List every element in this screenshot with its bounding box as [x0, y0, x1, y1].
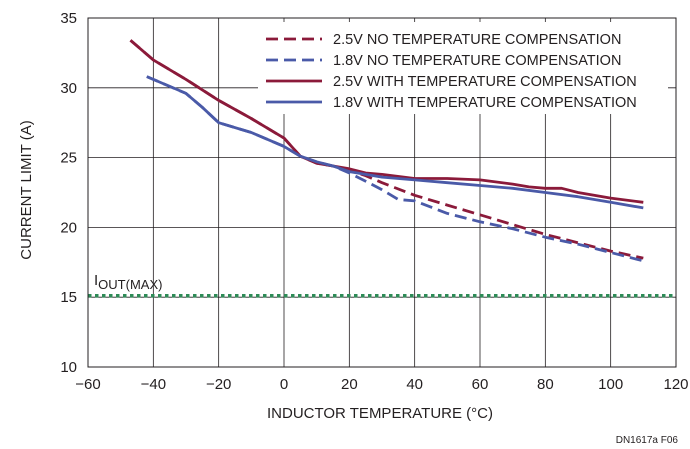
x-tick-label: 0	[280, 376, 288, 393]
figure-code: DN1617a F06	[616, 435, 679, 446]
y-tick-labels: 10 15 20 25 30 35	[60, 10, 77, 376]
series-line-3	[146, 75, 644, 210]
plot-frame	[87, 17, 677, 368]
y-tick-label: 20	[60, 219, 77, 236]
reference-line-label-main: I	[94, 272, 98, 289]
legend-label-0: 2.5V NO TEMPERATURE COMPENSATION	[333, 32, 621, 48]
y-tick-label: 35	[60, 10, 77, 27]
legend-background	[258, 22, 668, 114]
x-tick-label: −20	[206, 376, 231, 393]
x-tick-label: 100	[598, 376, 623, 393]
y-tick-label: 30	[60, 80, 77, 97]
x-tick-label: −40	[141, 376, 166, 393]
series-line-2	[129, 39, 644, 204]
reference-line-label-subscript: OUT(MAX)	[98, 277, 162, 292]
y-tick-label: 15	[60, 289, 77, 306]
x-tick-label: 40	[406, 376, 423, 393]
y-tick-label: 25	[60, 150, 77, 167]
x-tick-label: 60	[472, 376, 489, 393]
x-tick-label: 120	[663, 376, 688, 393]
reference-line-label: IOUT(MAX)	[94, 272, 162, 292]
legend-label-3: 1.8V WITH TEMPERATURE COMPENSATION	[333, 95, 637, 111]
x-axis-title: INDUCTOR TEMPERATURE (°C)	[267, 405, 493, 422]
y-axis-title: CURRENT LIMIT (A)	[18, 120, 35, 259]
legend: 2.5V NO TEMPERATURE COMPENSATION 1.8V NO …	[258, 22, 668, 114]
x-tick-label: 80	[537, 376, 554, 393]
x-tick-label: −60	[75, 376, 100, 393]
series-layer	[129, 39, 644, 263]
x-tick-labels: −60 −40 −20 0 20 40 60 80 100 120	[75, 376, 688, 393]
x-tick-label: 20	[341, 376, 358, 393]
legend-label-1: 1.8V NO TEMPERATURE COMPENSATION	[333, 53, 621, 69]
y-tick-label: 10	[60, 359, 77, 376]
legend-label-2: 2.5V WITH TEMPERATURE COMPENSATION	[333, 74, 637, 90]
